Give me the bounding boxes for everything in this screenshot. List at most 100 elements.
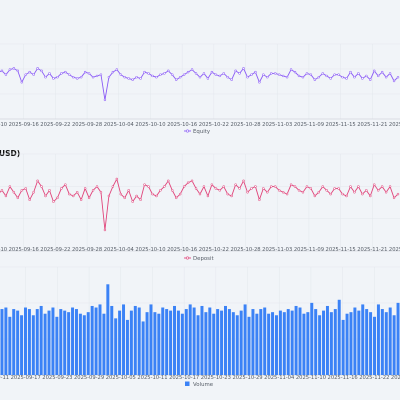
data-point xyxy=(337,73,340,76)
x-tick-label: 2025-11-27 xyxy=(389,122,400,128)
bar xyxy=(12,309,16,375)
data-point xyxy=(16,196,20,200)
bar xyxy=(369,312,373,375)
data-point xyxy=(20,189,23,192)
data-point xyxy=(341,192,344,196)
bar xyxy=(224,305,227,375)
data-point xyxy=(392,196,396,200)
data-point xyxy=(115,68,119,71)
data-point xyxy=(111,70,115,74)
data-point xyxy=(313,78,317,81)
x-tick-label: 2025-10-16 xyxy=(167,247,197,253)
x-tick-label: 2025-11-27 xyxy=(389,247,400,253)
legend-label: Equity xyxy=(193,129,211,135)
chart-title: USD) xyxy=(0,149,20,158)
bar xyxy=(137,307,141,375)
bar xyxy=(149,304,153,375)
data-point xyxy=(293,70,297,74)
data-point xyxy=(266,75,269,79)
data-point xyxy=(123,196,126,200)
x-tick-label: 2025-11-09 xyxy=(294,247,324,253)
data-point xyxy=(83,187,87,190)
deposit-line-chart: USD) 2025-09-102025-09-162025-09-222025-… xyxy=(0,149,400,262)
x-tick-label: 2025-11-16 xyxy=(328,375,358,381)
bar xyxy=(59,309,63,375)
data-point xyxy=(258,198,261,202)
x-tick-label: 2025-11-21 xyxy=(357,247,387,253)
data-point xyxy=(131,200,134,203)
data-point xyxy=(218,189,222,192)
bar xyxy=(247,316,251,375)
data-point xyxy=(95,74,99,78)
series-line-deposit xyxy=(0,177,399,231)
bar xyxy=(267,313,271,375)
data-point xyxy=(262,187,265,190)
data-point xyxy=(313,194,317,198)
x-tick-label: 2025-11-10 xyxy=(296,375,326,381)
equity-line-chart: 2025-09-102025-09-162025-09-222025-09-28… xyxy=(0,43,400,135)
data-point xyxy=(384,190,388,194)
x-tick-label: 2025-09-29 xyxy=(74,375,104,381)
data-point xyxy=(206,77,210,80)
data-point xyxy=(48,189,51,192)
data-point xyxy=(230,78,233,81)
data-point xyxy=(72,194,75,198)
bar xyxy=(251,309,255,375)
bar xyxy=(255,313,259,375)
data-point xyxy=(147,72,150,75)
data-point xyxy=(151,74,154,78)
data-point xyxy=(52,200,55,203)
x-tick-label: 2025-10-28 xyxy=(230,247,260,253)
bar xyxy=(145,312,149,375)
data-point xyxy=(139,198,142,202)
data-point xyxy=(155,75,158,79)
bar xyxy=(318,315,322,375)
data-point xyxy=(325,74,328,78)
x-tick-label: 2025-11-04 xyxy=(264,375,295,381)
data-point xyxy=(309,73,313,76)
bar xyxy=(180,313,184,375)
x-tick-label: 2025-11-15 xyxy=(326,247,356,253)
data-point xyxy=(40,185,43,188)
bar xyxy=(365,309,369,375)
data-point xyxy=(123,75,126,79)
legend-label: Deposit xyxy=(193,256,214,262)
data-point xyxy=(171,73,174,76)
bar xyxy=(27,309,31,375)
data-point xyxy=(285,192,289,196)
bar xyxy=(55,316,59,375)
data-point xyxy=(139,77,142,80)
data-point xyxy=(159,73,162,76)
bar xyxy=(306,312,310,375)
data-point xyxy=(12,67,16,70)
data-point xyxy=(107,194,111,198)
bar xyxy=(122,304,126,375)
data-point xyxy=(131,78,134,81)
data-point xyxy=(297,189,301,192)
data-point xyxy=(242,179,245,183)
legend-bar-swatch xyxy=(185,381,190,386)
data-point xyxy=(79,75,83,79)
data-point xyxy=(174,78,178,81)
x-tick-label: 2025-11-22 xyxy=(359,375,389,381)
legend-marker xyxy=(186,129,190,133)
x-tick-label: 2025-09-10 xyxy=(0,247,7,253)
bar xyxy=(290,310,294,375)
data-point xyxy=(167,179,170,183)
data-point xyxy=(119,73,122,76)
data-point xyxy=(246,75,249,79)
data-point xyxy=(376,74,380,78)
data-point xyxy=(52,77,55,80)
bar xyxy=(274,315,278,375)
data-point xyxy=(8,185,12,188)
bar xyxy=(141,321,145,375)
data-point xyxy=(171,189,174,192)
data-point xyxy=(333,187,336,190)
data-point xyxy=(270,72,273,75)
data-point xyxy=(190,68,194,71)
bar xyxy=(74,309,78,375)
data-point xyxy=(24,187,27,190)
x-tick-label: 2025-09-17 xyxy=(11,375,41,381)
bar xyxy=(114,318,118,375)
data-point xyxy=(281,74,285,78)
